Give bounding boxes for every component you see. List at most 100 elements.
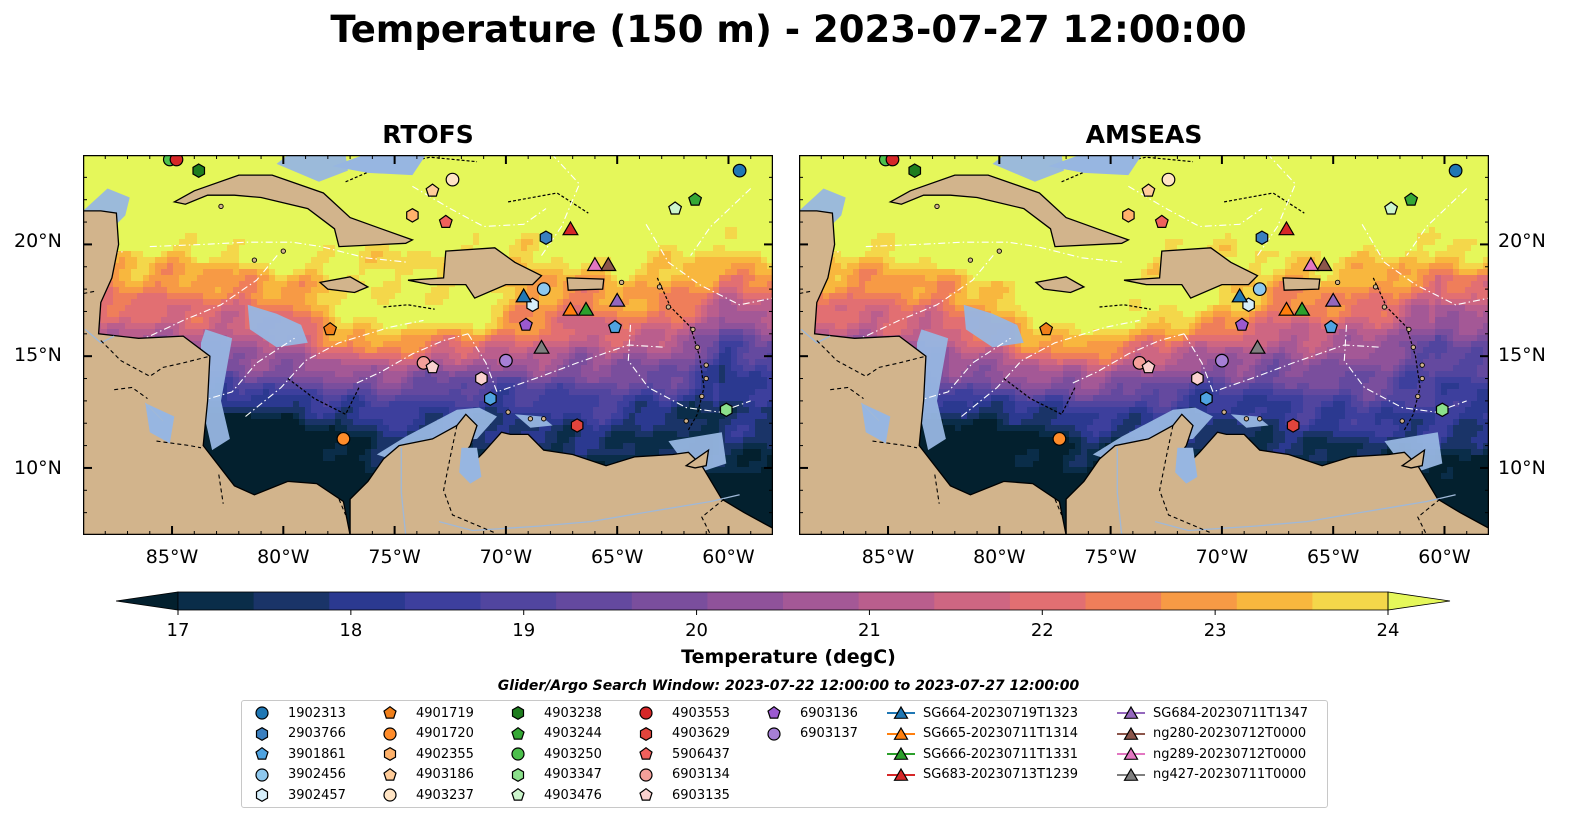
- marker-float-4903629[interactable]: [1286, 418, 1300, 433]
- island: [218, 203, 224, 210]
- marker-glider-ng427-20230711T0000[interactable]: [1249, 339, 1266, 354]
- marker-glider-ng289-20230712T0000[interactable]: [1302, 256, 1320, 272]
- legend-item-1902313: 1902313: [254, 703, 346, 723]
- marker-float-5906437[interactable]: [438, 214, 453, 229]
- marker-float-4903244[interactable]: [1404, 192, 1419, 206]
- river: [1154, 494, 1456, 532]
- colorbar-segment: [253, 592, 330, 610]
- marker-float-4901720[interactable]: [1052, 431, 1067, 446]
- legend-label: 1902313: [288, 705, 346, 721]
- legend-label: 4901719: [416, 705, 474, 721]
- marker-float-6903136[interactable]: [518, 317, 533, 331]
- eez-boundary: [961, 319, 1140, 417]
- lon-label-rtofs-85: 85°W: [145, 546, 199, 568]
- marker-float-6903135[interactable]: [1141, 359, 1156, 374]
- marker-glider-SG683-20230713T1239[interactable]: [1278, 220, 1295, 236]
- marker-float-6903137[interactable]: [1215, 353, 1229, 368]
- marker-float-3901861[interactable]: [1323, 319, 1339, 334]
- land-puertoRico: [566, 277, 605, 291]
- marker-float-4901719[interactable]: [1039, 321, 1054, 336]
- marker-float-2903766[interactable]: [1255, 230, 1269, 245]
- marker-float-4903629[interactable]: [570, 418, 584, 433]
- marker-glider-SG683-20230713T1239[interactable]: [562, 220, 579, 236]
- map-frame: [799, 155, 1489, 535]
- marker-float-6903136[interactable]: [1234, 317, 1249, 331]
- marker-float-4903238[interactable]: [908, 163, 922, 178]
- marker-float-3901861[interactable]: [607, 319, 623, 334]
- marker-glider-SG666-20230711T1331[interactable]: [1293, 301, 1311, 316]
- marker-float-4903476[interactable]: [668, 201, 683, 215]
- marker-float-4903237[interactable]: [445, 172, 460, 187]
- legend-item-4903629: 4903629: [638, 724, 730, 744]
- island: [665, 304, 672, 310]
- legend-item-3902456: 3902456: [254, 765, 346, 785]
- marker-glider-ng280-20230712T0000[interactable]: [599, 256, 617, 272]
- country-border: [1417, 498, 1441, 535]
- marker-float-4903237[interactable]: [1161, 172, 1176, 187]
- legend-label: SG666-20230711T1331: [923, 746, 1079, 762]
- marker-glider-SG665-20230711T1314[interactable]: [562, 301, 579, 316]
- marker-float-6903137[interactable]: [499, 353, 513, 368]
- island: [1243, 416, 1250, 422]
- shallow-water: [992, 155, 1064, 182]
- marker-float-4901720[interactable]: [336, 431, 351, 446]
- island: [694, 344, 700, 350]
- colorbar-segment: [1312, 592, 1389, 610]
- island: [280, 248, 286, 254]
- island: [1381, 304, 1388, 310]
- marker-float-4903347[interactable]: [719, 402, 733, 418]
- marker-float-4903553[interactable]: [169, 155, 184, 167]
- island: [1372, 284, 1379, 290]
- marker-float-3902456[interactable]: [1252, 282, 1267, 297]
- marker-glider-SG684-20230711T1347[interactable]: [1324, 292, 1342, 307]
- marker-float-4901719[interactable]: [323, 321, 338, 336]
- marker-glider-ng427-20230711T0000[interactable]: [533, 339, 550, 354]
- marker-float-4903476[interactable]: [1384, 201, 1399, 215]
- island: [1410, 344, 1416, 350]
- marker-float-4903244[interactable]: [688, 192, 703, 206]
- marker-float-6903135[interactable]: [425, 359, 440, 374]
- colorbar-segment: [1236, 592, 1313, 610]
- colorbar-segment: [556, 592, 633, 610]
- map-panel-amseas[interactable]: [799, 155, 1489, 535]
- marker-float-3902456[interactable]: [536, 282, 551, 297]
- eez-boundary: [1128, 185, 1263, 228]
- isobath: [1223, 192, 1305, 214]
- marker-float-unlabeled[interactable]: [1191, 371, 1204, 386]
- marker-glider-ng280-20230712T0000[interactable]: [1315, 256, 1333, 272]
- marker-float-4903553[interactable]: [885, 155, 900, 167]
- marker-glider-SG664-20230719T1323[interactable]: [1231, 287, 1249, 303]
- legend-label: 3902456: [288, 767, 346, 783]
- land-centralAmerica: [799, 155, 1067, 535]
- marker-float-4903186[interactable]: [1141, 183, 1156, 197]
- marker-float-4903238[interactable]: [192, 163, 206, 178]
- island: [699, 393, 705, 400]
- legend-label: 6903134: [672, 767, 730, 783]
- legend-label: 6903135: [672, 787, 730, 803]
- marker-float-1902313[interactable]: [1448, 163, 1463, 178]
- map-frame: [83, 155, 773, 535]
- marker-float-4902355[interactable]: [1122, 208, 1135, 223]
- isobath: [507, 192, 589, 214]
- marker-float-4902355[interactable]: [406, 208, 419, 223]
- marker-glider-SG684-20230711T1347[interactable]: [608, 292, 626, 307]
- colorbar-segment: [858, 592, 935, 610]
- marker-glider-SG666-20230711T1331[interactable]: [577, 301, 595, 316]
- marker-float-unlabeled[interactable]: [484, 391, 497, 406]
- marker-float-unlabeled[interactable]: [1200, 391, 1213, 406]
- legend-item-SG684-20230711T1347: SG684-20230711T1347: [1117, 703, 1308, 723]
- marker-float-1902313[interactable]: [732, 163, 747, 178]
- marker-float-4903347[interactable]: [1435, 402, 1449, 418]
- land-southAmerica: [349, 413, 773, 535]
- marker-glider-ng289-20230712T0000[interactable]: [586, 256, 604, 272]
- marker-float-4903186[interactable]: [425, 183, 440, 197]
- marker-float-unlabeled[interactable]: [475, 371, 488, 386]
- island: [967, 257, 974, 263]
- marker-glider-SG665-20230711T1314[interactable]: [1278, 301, 1295, 316]
- river: [400, 447, 407, 535]
- marker-float-2903766[interactable]: [539, 230, 553, 245]
- marker-float-5906437[interactable]: [1154, 214, 1169, 229]
- marker-glider-SG664-20230719T1323[interactable]: [515, 287, 533, 303]
- isobath: [1099, 304, 1151, 310]
- map-panel-rtofs[interactable]: [83, 155, 773, 535]
